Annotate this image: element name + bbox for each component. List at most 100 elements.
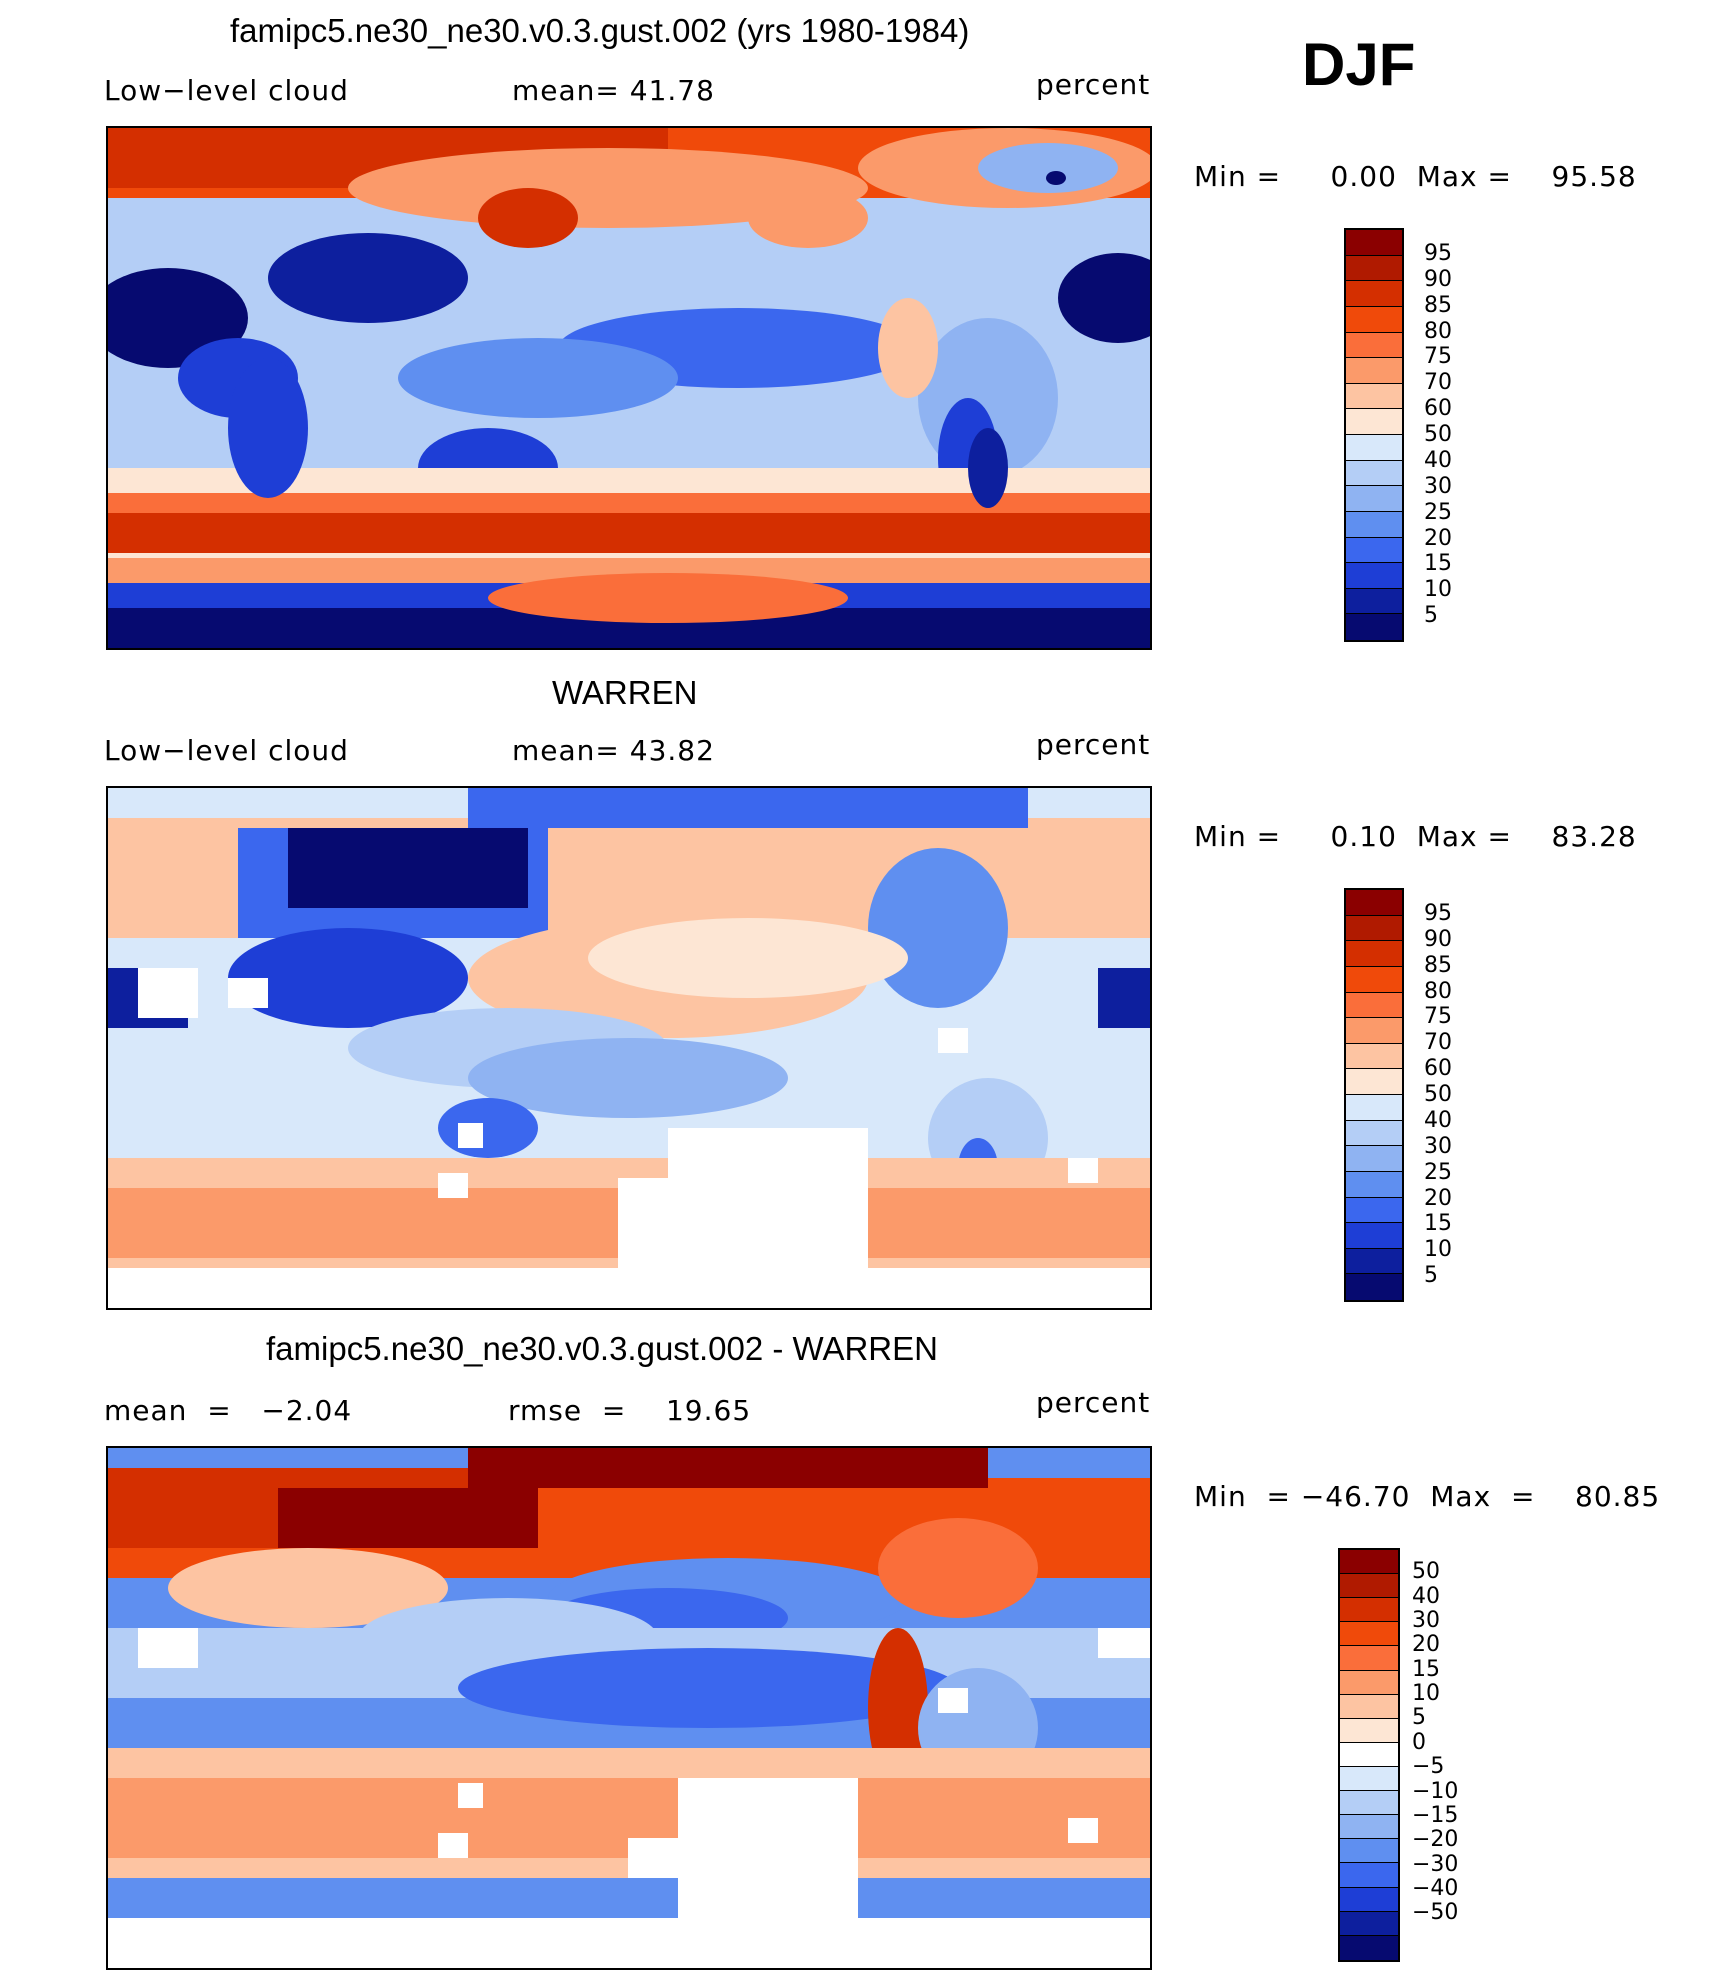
colorbar-swatch (1346, 563, 1402, 589)
panel3-colorbar (1338, 1548, 1400, 1962)
colorbar-swatch (1346, 537, 1402, 564)
colorbar-tick-label: 60 (1424, 396, 1452, 422)
colorbar-tick-label: 40 (1424, 1107, 1452, 1133)
colorbar-tick-label: 75 (1424, 1004, 1452, 1030)
colorbar-swatch (1340, 1550, 1398, 1575)
colorbar-tick-label: 75 (1424, 344, 1452, 370)
colorbar-tick-label: 0 (1412, 1729, 1426, 1755)
colorbar-swatch (1346, 306, 1402, 333)
colorbar-tick-label: 5 (1424, 603, 1438, 629)
colorbar-swatch (1340, 1694, 1398, 1719)
colorbar-tick-label: 30 (1424, 473, 1452, 499)
colorbar-tick-label: 50 (1424, 422, 1452, 447)
colorbar-swatch (1346, 358, 1402, 384)
colorbar-tick-label: −15 (1412, 1802, 1459, 1828)
panel2-colorbar-ticks: 95 90 85 80 75 70 60 50 40 30 25 20 15 10 5 (1424, 888, 1484, 1302)
colorbar-tick-label: 10 (1424, 577, 1452, 603)
colorbar-tick-label: −20 (1412, 1827, 1459, 1853)
colorbar-swatch (1340, 1622, 1398, 1647)
panel3-map-graphic (108, 1448, 1150, 1968)
colorbar-tick-label: −30 (1412, 1851, 1459, 1877)
colorbar-swatch (1346, 1223, 1402, 1249)
colorbar-tick-label: 10 (1412, 1681, 1440, 1707)
colorbar-tick-label: 40 (1424, 447, 1452, 473)
colorbar-tick-label: 50 (1412, 1559, 1440, 1585)
colorbar-tick-label: −10 (1412, 1778, 1459, 1804)
panel3-map (106, 1446, 1152, 1970)
panel2-title: WARREN (552, 674, 698, 711)
panel3-rmse-label: rmse = 19.65 (508, 1394, 752, 1427)
colorbar-swatch (1340, 1574, 1398, 1599)
colorbar-swatch (1346, 992, 1402, 1019)
colorbar-tick-label: 95 (1424, 240, 1452, 266)
colorbar-tick-label: 15 (1412, 1656, 1440, 1682)
colorbar-tick-label: 50 (1424, 1082, 1452, 1107)
colorbar-swatch (1340, 1935, 1398, 1960)
panel1-variable-label: Low−level cloud (104, 74, 349, 107)
colorbar-tick-label: 90 (1424, 266, 1452, 292)
colorbar-swatch (1346, 409, 1402, 435)
colorbar-swatch (1340, 1887, 1398, 1912)
colorbar-tick-label: 95 (1424, 900, 1452, 926)
colorbar-swatch (1346, 1095, 1402, 1121)
colorbar-tick-label: 30 (1424, 1133, 1452, 1159)
panel3-units-label: percent (1036, 1386, 1151, 1419)
panel3-title: famipc5.ne30_ne30.v0.3.gust.002 - WARREN (266, 1330, 938, 1367)
panel2-colorbar (1344, 888, 1404, 1302)
panel2-units-label: percent (1036, 728, 1151, 761)
colorbar-tick-label: 10 (1424, 1237, 1452, 1263)
colorbar-swatch (1346, 511, 1402, 538)
colorbar-swatch (1346, 1171, 1402, 1198)
colorbar-swatch (1340, 1815, 1398, 1840)
colorbar-tick-label: 80 (1424, 318, 1452, 344)
colorbar-swatch (1340, 1911, 1398, 1936)
colorbar-tick-label: 60 (1424, 1056, 1452, 1082)
colorbar-tick-label: −5 (1412, 1754, 1445, 1780)
colorbar-swatch (1340, 1718, 1398, 1743)
colorbar-tick-label: 80 (1424, 978, 1452, 1004)
panel1-minmax: Min = 0.00 Max = 95.58 (1194, 160, 1637, 193)
panel1-units-label: percent (1036, 68, 1151, 101)
colorbar-tick-label: 70 (1424, 1030, 1452, 1056)
colorbar-tick-label: 20 (1412, 1632, 1440, 1658)
colorbar-tick-label: 70 (1424, 370, 1452, 396)
panel1-map (106, 126, 1152, 650)
colorbar-swatch (1346, 230, 1402, 256)
colorbar-swatch (1340, 1863, 1398, 1888)
colorbar-swatch (1346, 1248, 1402, 1275)
panel2-map (106, 786, 1152, 1310)
colorbar-swatch (1346, 1274, 1402, 1300)
colorbar-swatch (1340, 1646, 1398, 1671)
colorbar-swatch (1346, 255, 1402, 282)
colorbar-swatch (1340, 1742, 1398, 1767)
colorbar-tick-label: 20 (1424, 1185, 1452, 1211)
colorbar-tick-label: 30 (1412, 1608, 1440, 1634)
panel1-map-graphic (108, 128, 1150, 648)
colorbar-tick-label: 5 (1412, 1705, 1426, 1731)
colorbar-swatch (1346, 332, 1402, 359)
colorbar-tick-label: 90 (1424, 926, 1452, 952)
panel1-colorbar-ticks: 95 90 85 80 75 70 60 50 40 30 25 20 15 10 5 (1424, 228, 1484, 642)
colorbar-tick-label: 25 (1424, 1159, 1452, 1185)
colorbar-tick-label: 15 (1424, 551, 1452, 577)
panel2-mean-label: mean= 43.82 (512, 734, 715, 767)
colorbar-swatch (1346, 915, 1402, 942)
colorbar-swatch (1340, 1670, 1398, 1695)
colorbar-tick-label: 20 (1424, 525, 1452, 551)
colorbar-tick-label: −40 (1412, 1875, 1459, 1901)
colorbar-swatch (1346, 383, 1402, 410)
season-label: DJF (1302, 31, 1416, 98)
panel3-colorbar-ticks: 50 40 30 20 15 10 5 0 −5 −10 −15 −20 −30 −40 −50 (1412, 1548, 1482, 1962)
panel2-map-graphic (108, 788, 1150, 1308)
colorbar-tick-label: −50 (1412, 1900, 1459, 1926)
panel1-colorbar (1344, 228, 1404, 642)
colorbar-tick-label: 25 (1424, 499, 1452, 525)
colorbar-swatch (1346, 614, 1402, 640)
colorbar-swatch (1346, 1120, 1402, 1147)
colorbar-swatch (1346, 1197, 1402, 1224)
colorbar-swatch (1346, 435, 1402, 461)
colorbar-tick-label: 5 (1424, 1263, 1438, 1289)
colorbar-swatch (1346, 966, 1402, 993)
panel1-title: famipc5.ne30_ne30.v0.3.gust.002 (yrs 198… (230, 12, 970, 49)
colorbar-swatch (1346, 281, 1402, 307)
